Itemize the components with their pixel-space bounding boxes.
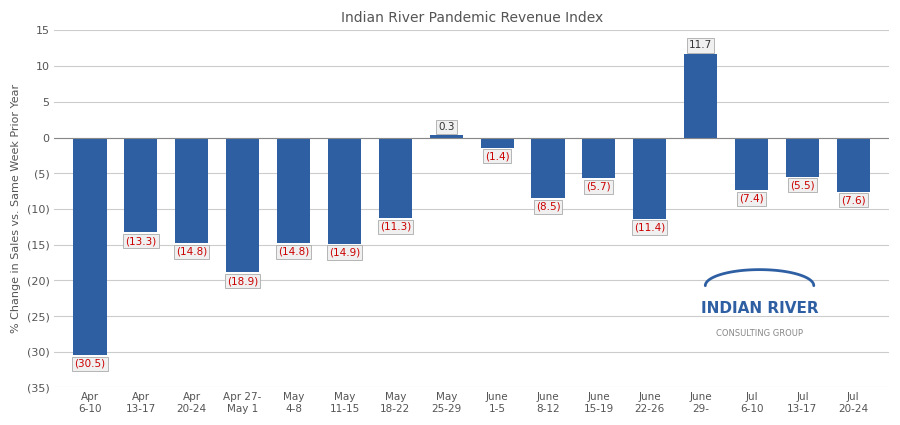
Bar xyxy=(328,138,361,244)
Bar xyxy=(786,138,819,177)
Text: (14.9): (14.9) xyxy=(328,247,360,258)
Bar xyxy=(176,138,208,243)
Bar xyxy=(684,54,717,138)
Text: (11.3): (11.3) xyxy=(380,222,411,232)
Bar xyxy=(429,136,463,138)
Text: INDIAN RIVER: INDIAN RIVER xyxy=(701,301,818,316)
Text: (5.5): (5.5) xyxy=(790,180,815,190)
Text: (30.5): (30.5) xyxy=(75,359,105,369)
Bar xyxy=(226,138,259,272)
Bar xyxy=(735,138,768,190)
Text: 11.7: 11.7 xyxy=(689,40,712,51)
Text: (7.6): (7.6) xyxy=(841,196,866,205)
Bar xyxy=(634,138,666,219)
Text: (18.9): (18.9) xyxy=(227,276,258,286)
Text: CONSULTING GROUP: CONSULTING GROUP xyxy=(716,329,803,338)
Text: (13.3): (13.3) xyxy=(125,236,157,246)
Bar xyxy=(531,138,564,198)
Bar xyxy=(277,138,310,243)
Title: Indian River Pandemic Revenue Index: Indian River Pandemic Revenue Index xyxy=(340,11,603,25)
Text: (1.4): (1.4) xyxy=(485,151,509,161)
Text: (14.8): (14.8) xyxy=(278,247,310,257)
Text: (14.8): (14.8) xyxy=(176,247,207,257)
Text: 0.3: 0.3 xyxy=(438,122,454,132)
Text: (8.5): (8.5) xyxy=(536,202,561,212)
Bar xyxy=(124,138,158,232)
Text: (7.4): (7.4) xyxy=(739,194,764,204)
Bar xyxy=(379,138,412,218)
Text: (5.7): (5.7) xyxy=(587,182,611,192)
Bar xyxy=(74,138,106,355)
Bar xyxy=(481,138,514,147)
Bar xyxy=(837,138,869,192)
Text: (11.4): (11.4) xyxy=(634,223,665,232)
Bar xyxy=(582,138,616,178)
Y-axis label: % Change in Sales vs. Same Week Prior Year: % Change in Sales vs. Same Week Prior Ye… xyxy=(11,85,21,334)
